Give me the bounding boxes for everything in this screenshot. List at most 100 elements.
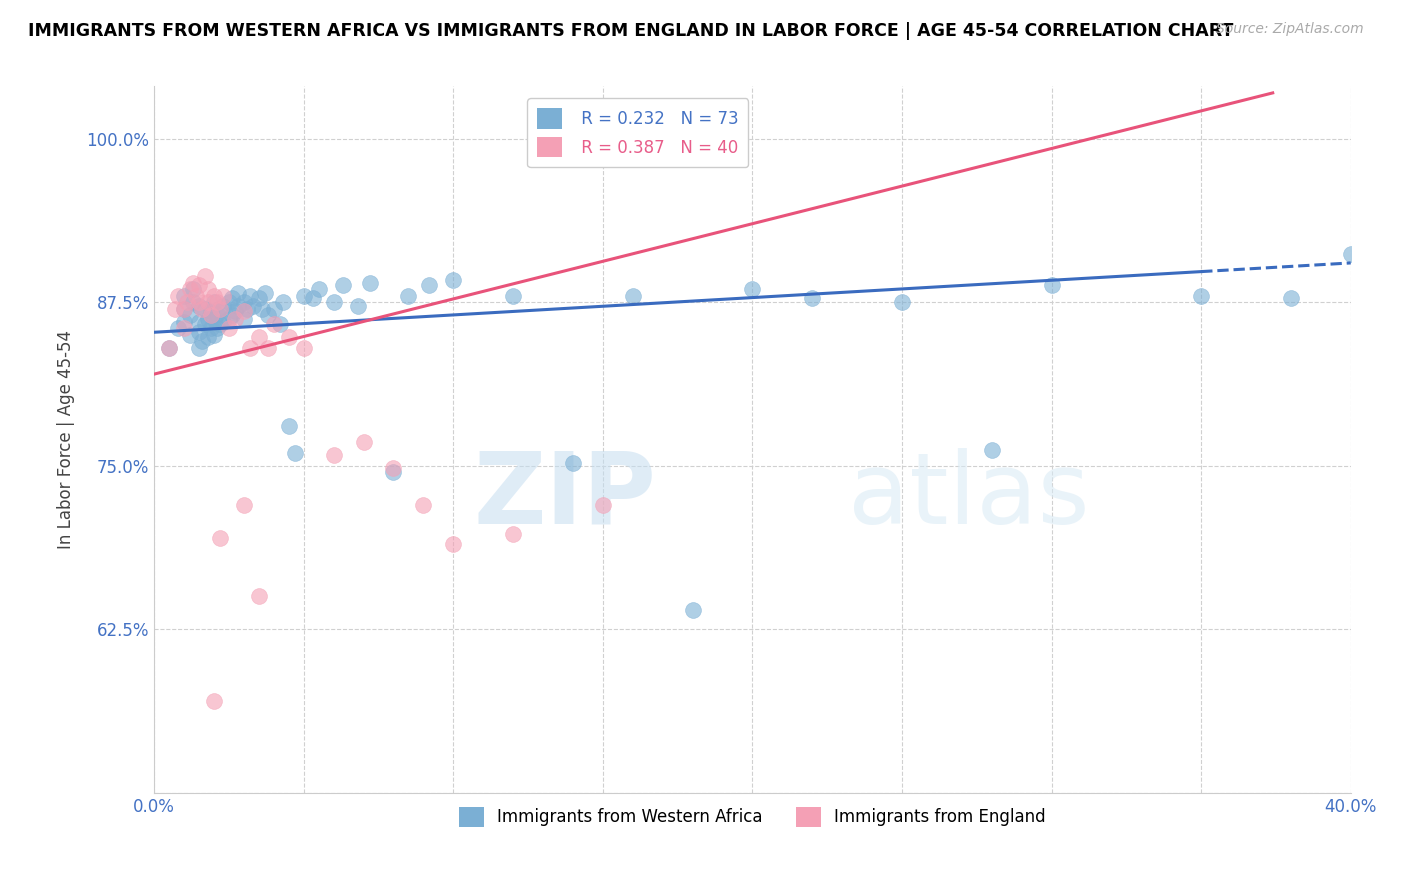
Point (382, 465, 405, 479)
Point (191, 334, 214, 349)
Point (179, 327, 201, 342)
Point (179, 282, 201, 296)
Point (980, 442, 1002, 457)
Point (221, 291, 243, 305)
Point (179, 308, 201, 322)
Point (502, 288, 524, 302)
Point (176, 295, 198, 310)
Point (212, 315, 235, 329)
Point (188, 278, 211, 293)
Point (157, 341, 180, 355)
Y-axis label: In Labor Force | Age 45-54: In Labor Force | Age 45-54 (58, 330, 75, 549)
Point (181, 295, 204, 310)
Point (191, 301, 214, 316)
Point (208, 301, 231, 316)
Point (173, 301, 195, 316)
Point (1279, 291, 1302, 305)
Point (167, 321, 190, 335)
Point (322, 448, 344, 462)
Point (167, 288, 190, 302)
Point (277, 419, 299, 434)
Point (188, 325, 211, 339)
Point (157, 341, 180, 355)
Point (346, 299, 368, 313)
Point (194, 318, 217, 332)
Point (194, 268, 217, 283)
Point (353, 435, 375, 450)
Point (218, 321, 240, 335)
Point (202, 295, 225, 310)
Point (224, 312, 246, 326)
Point (202, 694, 225, 708)
Point (188, 299, 211, 313)
Point (200, 308, 222, 322)
Point (301, 291, 323, 305)
Point (441, 537, 464, 551)
Point (212, 288, 235, 302)
Point (502, 526, 524, 541)
Point (801, 291, 824, 305)
Text: ZIP: ZIP (474, 448, 657, 544)
Point (200, 321, 222, 335)
Point (592, 498, 614, 512)
Point (208, 318, 231, 332)
Point (382, 461, 405, 475)
Point (232, 498, 254, 512)
Point (232, 304, 254, 318)
Point (682, 602, 704, 616)
Point (205, 295, 228, 310)
Point (173, 301, 195, 316)
Point (236, 301, 259, 316)
Point (253, 285, 276, 300)
Text: Source: ZipAtlas.com: Source: ZipAtlas.com (1216, 22, 1364, 37)
Point (621, 288, 644, 302)
Point (208, 301, 231, 316)
Point (218, 312, 240, 326)
Point (1340, 247, 1362, 261)
Point (292, 341, 315, 355)
Point (277, 330, 299, 344)
Point (202, 288, 225, 302)
Point (292, 288, 315, 302)
Point (165, 301, 187, 316)
Point (208, 531, 231, 545)
Point (256, 341, 278, 355)
Point (224, 304, 246, 318)
Point (332, 278, 354, 293)
Point (202, 312, 225, 326)
Legend: Immigrants from Western Africa, Immigrants from England: Immigrants from Western Africa, Immigran… (453, 800, 1053, 834)
Text: atlas: atlas (848, 448, 1090, 544)
Point (239, 288, 262, 302)
Point (412, 498, 434, 512)
Point (197, 312, 219, 326)
Point (1040, 278, 1063, 293)
Point (194, 301, 217, 316)
Point (226, 299, 249, 313)
Point (269, 318, 291, 332)
Point (891, 295, 914, 310)
Point (284, 445, 307, 459)
Point (173, 321, 195, 335)
Point (271, 295, 294, 310)
Text: IMMIGRANTS FROM WESTERN AFRICA VS IMMIGRANTS FROM ENGLAND IN LABOR FORCE | AGE 4: IMMIGRANTS FROM WESTERN AFRICA VS IMMIGR… (28, 22, 1233, 40)
Point (359, 276, 381, 290)
Point (441, 273, 464, 287)
Point (247, 291, 270, 305)
Point (173, 315, 195, 329)
Point (263, 301, 285, 316)
Point (396, 288, 419, 302)
Point (247, 590, 270, 604)
Point (173, 288, 195, 302)
Point (562, 456, 585, 470)
Point (202, 327, 225, 342)
Point (250, 301, 273, 316)
Point (197, 282, 219, 296)
Point (247, 330, 270, 344)
Point (232, 312, 254, 326)
Point (226, 285, 249, 300)
Point (1189, 288, 1212, 302)
Point (212, 299, 235, 313)
Point (181, 282, 204, 296)
Point (308, 282, 330, 296)
Point (188, 295, 211, 310)
